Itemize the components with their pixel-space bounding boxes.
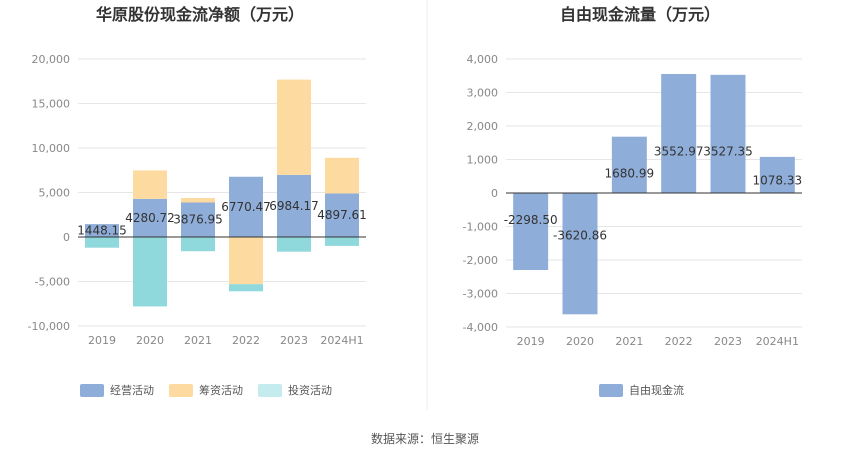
data-label: 1448.15 xyxy=(77,224,127,238)
y-tick-label: 2,000 xyxy=(467,120,499,133)
y-tick-label: -1,000 xyxy=(463,221,498,234)
bar-operating xyxy=(133,198,167,237)
free-cash-flow-chart: 自由现金流量（万元） -4,000 -3,000 -2,000 -1,000 0 1,00… xyxy=(463,5,803,397)
legend-swatch-investing xyxy=(258,384,282,397)
x-tick-label: 2021 xyxy=(615,335,643,348)
y-tick-label: 3,000 xyxy=(467,87,499,100)
legend-label-investing: 投资活动 xyxy=(288,383,332,397)
y-tick-label: 4,000 xyxy=(467,53,499,66)
y-tick-label: -4,000 xyxy=(463,321,498,334)
y-tick-label: 20,000 xyxy=(32,53,71,66)
y-tick-label: 0 xyxy=(63,231,70,244)
chart-title: 华原股份现金流净额（万元） xyxy=(96,5,304,24)
legend-label-financing: 筹资活动 xyxy=(199,383,243,397)
bar-investing xyxy=(325,237,359,246)
x-tick-label: 2022 xyxy=(232,334,260,347)
bar-financing xyxy=(229,237,263,285)
x-tick-label: 2021 xyxy=(184,334,212,347)
legend-swatch-operating xyxy=(80,384,104,397)
y-tick-label: 5,000 xyxy=(39,187,71,200)
bar-free-cash-flow xyxy=(661,73,697,193)
y-tick-label: 1,000 xyxy=(467,154,499,167)
y-tick-label: -3,000 xyxy=(463,288,498,301)
x-tick-label: 2024H1 xyxy=(320,334,363,347)
bar-free-cash-flow xyxy=(710,74,746,193)
bar-investing xyxy=(181,237,215,252)
data-label: 6984.17 xyxy=(269,199,319,213)
y-tick-label: -10,000 xyxy=(28,320,70,333)
bar-operating xyxy=(277,174,311,237)
data-label: 4280.72 xyxy=(125,211,175,225)
y-tick-label: -2,000 xyxy=(463,254,498,267)
x-tick-label: 2023 xyxy=(280,334,308,347)
chart-title: 自由现金流量（万元） xyxy=(560,5,720,24)
data-label: -2298.50 xyxy=(504,213,558,227)
y-tick-label: 0 xyxy=(491,187,498,200)
bar-free-cash-flow xyxy=(513,193,549,270)
bar-investing xyxy=(133,237,167,307)
bar-free-cash-flow xyxy=(611,136,647,193)
bar-operating xyxy=(181,202,215,237)
legend-swatch-financing xyxy=(169,384,193,397)
bar-financing xyxy=(133,170,167,199)
legend-swatch-free-cash-flow xyxy=(599,384,623,397)
data-label: 6770.47 xyxy=(221,200,271,214)
x-tick-label: 2019 xyxy=(88,334,116,347)
bar-operating xyxy=(325,193,359,237)
y-tick-label: -5,000 xyxy=(35,276,70,289)
bar-free-cash-flow xyxy=(562,193,598,315)
bar-investing xyxy=(229,284,263,292)
data-label: 3552.97 xyxy=(654,144,704,158)
bar-financing xyxy=(181,198,215,203)
legend-label-operating: 经营活动 xyxy=(110,383,154,397)
x-tick-label: 2022 xyxy=(665,335,693,348)
x-tick-label: 2020 xyxy=(136,334,164,347)
data-label: 1078.33 xyxy=(753,173,803,187)
bar-operating xyxy=(229,176,263,237)
y-tick-label: 15,000 xyxy=(32,98,71,111)
cash-flow-net-chart: 华原股份现金流净额（万元） -10,000 -5,000 0 5,000 10,000 1… xyxy=(28,5,367,397)
data-label: 1680.99 xyxy=(605,166,655,180)
y-tick-label: 10,000 xyxy=(32,142,71,155)
x-tick-label: 2023 xyxy=(714,335,742,348)
bar-financing xyxy=(325,157,359,194)
data-label: 3527.35 xyxy=(703,145,753,159)
data-label: 3876.95 xyxy=(173,213,223,227)
bar-investing xyxy=(277,237,311,252)
data-label: 4897.61 xyxy=(317,208,367,222)
data-source: 数据来源：恒生聚源 xyxy=(371,431,479,446)
bar-investing xyxy=(85,237,119,248)
bar-operating xyxy=(85,224,119,237)
legend-label-free-cash-flow: 自由现金流 xyxy=(629,383,684,397)
bar-financing xyxy=(277,79,311,175)
x-tick-label: 2020 xyxy=(566,335,594,348)
x-tick-label: 2019 xyxy=(517,335,545,348)
x-tick-label: 2024H1 xyxy=(756,335,799,348)
bar-free-cash-flow xyxy=(759,156,795,193)
data-label: -3620.86 xyxy=(553,228,607,242)
